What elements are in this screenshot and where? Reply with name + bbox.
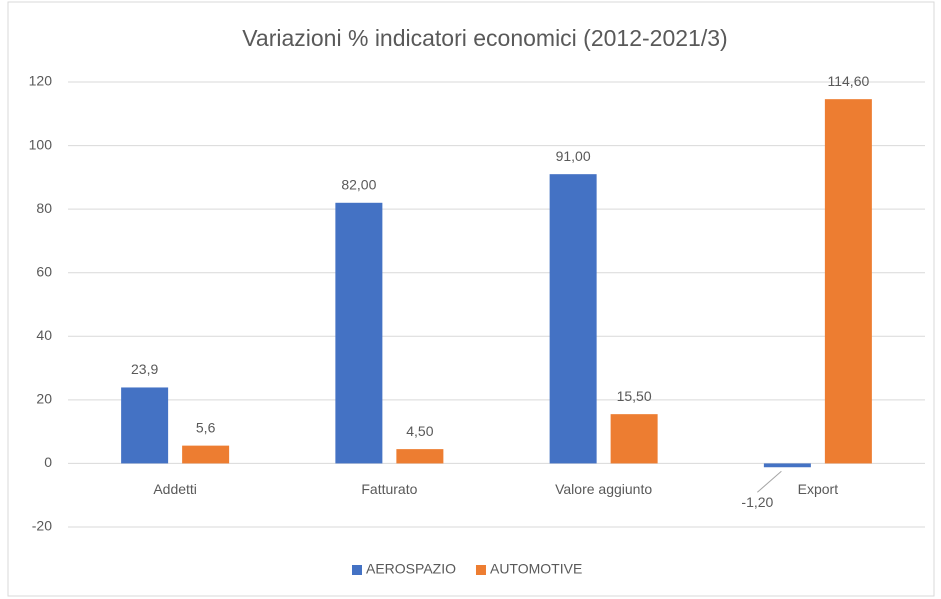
x-tick-label: Export xyxy=(798,481,839,497)
value-label: 82,00 xyxy=(341,176,376,192)
bar xyxy=(182,445,230,464)
legend-label: AUTOMOTIVE xyxy=(490,561,582,577)
x-tick-label: Fatturato xyxy=(361,481,417,497)
value-label: 91,00 xyxy=(556,148,591,164)
bar xyxy=(549,174,597,464)
y-tick-label: 40 xyxy=(36,327,52,343)
legend-swatch xyxy=(352,565,362,575)
value-label: 23,9 xyxy=(131,361,158,377)
bar xyxy=(824,99,872,464)
y-tick-label: 120 xyxy=(29,73,53,89)
bar xyxy=(396,449,444,464)
chart-title: Variazioni % indicatori economici (2012-… xyxy=(242,25,727,51)
value-label: 114,60 xyxy=(827,73,869,89)
y-tick-label: 80 xyxy=(36,200,52,216)
x-tick-label: Addetti xyxy=(153,481,197,497)
x-tick-label: Valore aggiunto xyxy=(555,481,652,497)
value-label: -1,20 xyxy=(741,494,773,510)
value-label: 5,6 xyxy=(196,419,216,435)
y-tick-label: 0 xyxy=(44,454,52,470)
y-tick-label: -20 xyxy=(32,518,52,534)
legend-label: AEROSPAZIO xyxy=(366,561,456,577)
chart-border xyxy=(7,1,935,597)
y-tick-label: 20 xyxy=(36,391,52,407)
y-tick-label: 100 xyxy=(29,136,53,152)
bar xyxy=(610,414,658,464)
value-label: 4,50 xyxy=(406,423,433,439)
value-label: 15,50 xyxy=(617,388,652,404)
leader-line xyxy=(757,470,782,493)
bar xyxy=(335,202,383,464)
legend-swatch xyxy=(475,565,486,575)
bar xyxy=(121,387,169,464)
bar xyxy=(763,463,811,468)
y-tick-label: 60 xyxy=(36,263,52,279)
